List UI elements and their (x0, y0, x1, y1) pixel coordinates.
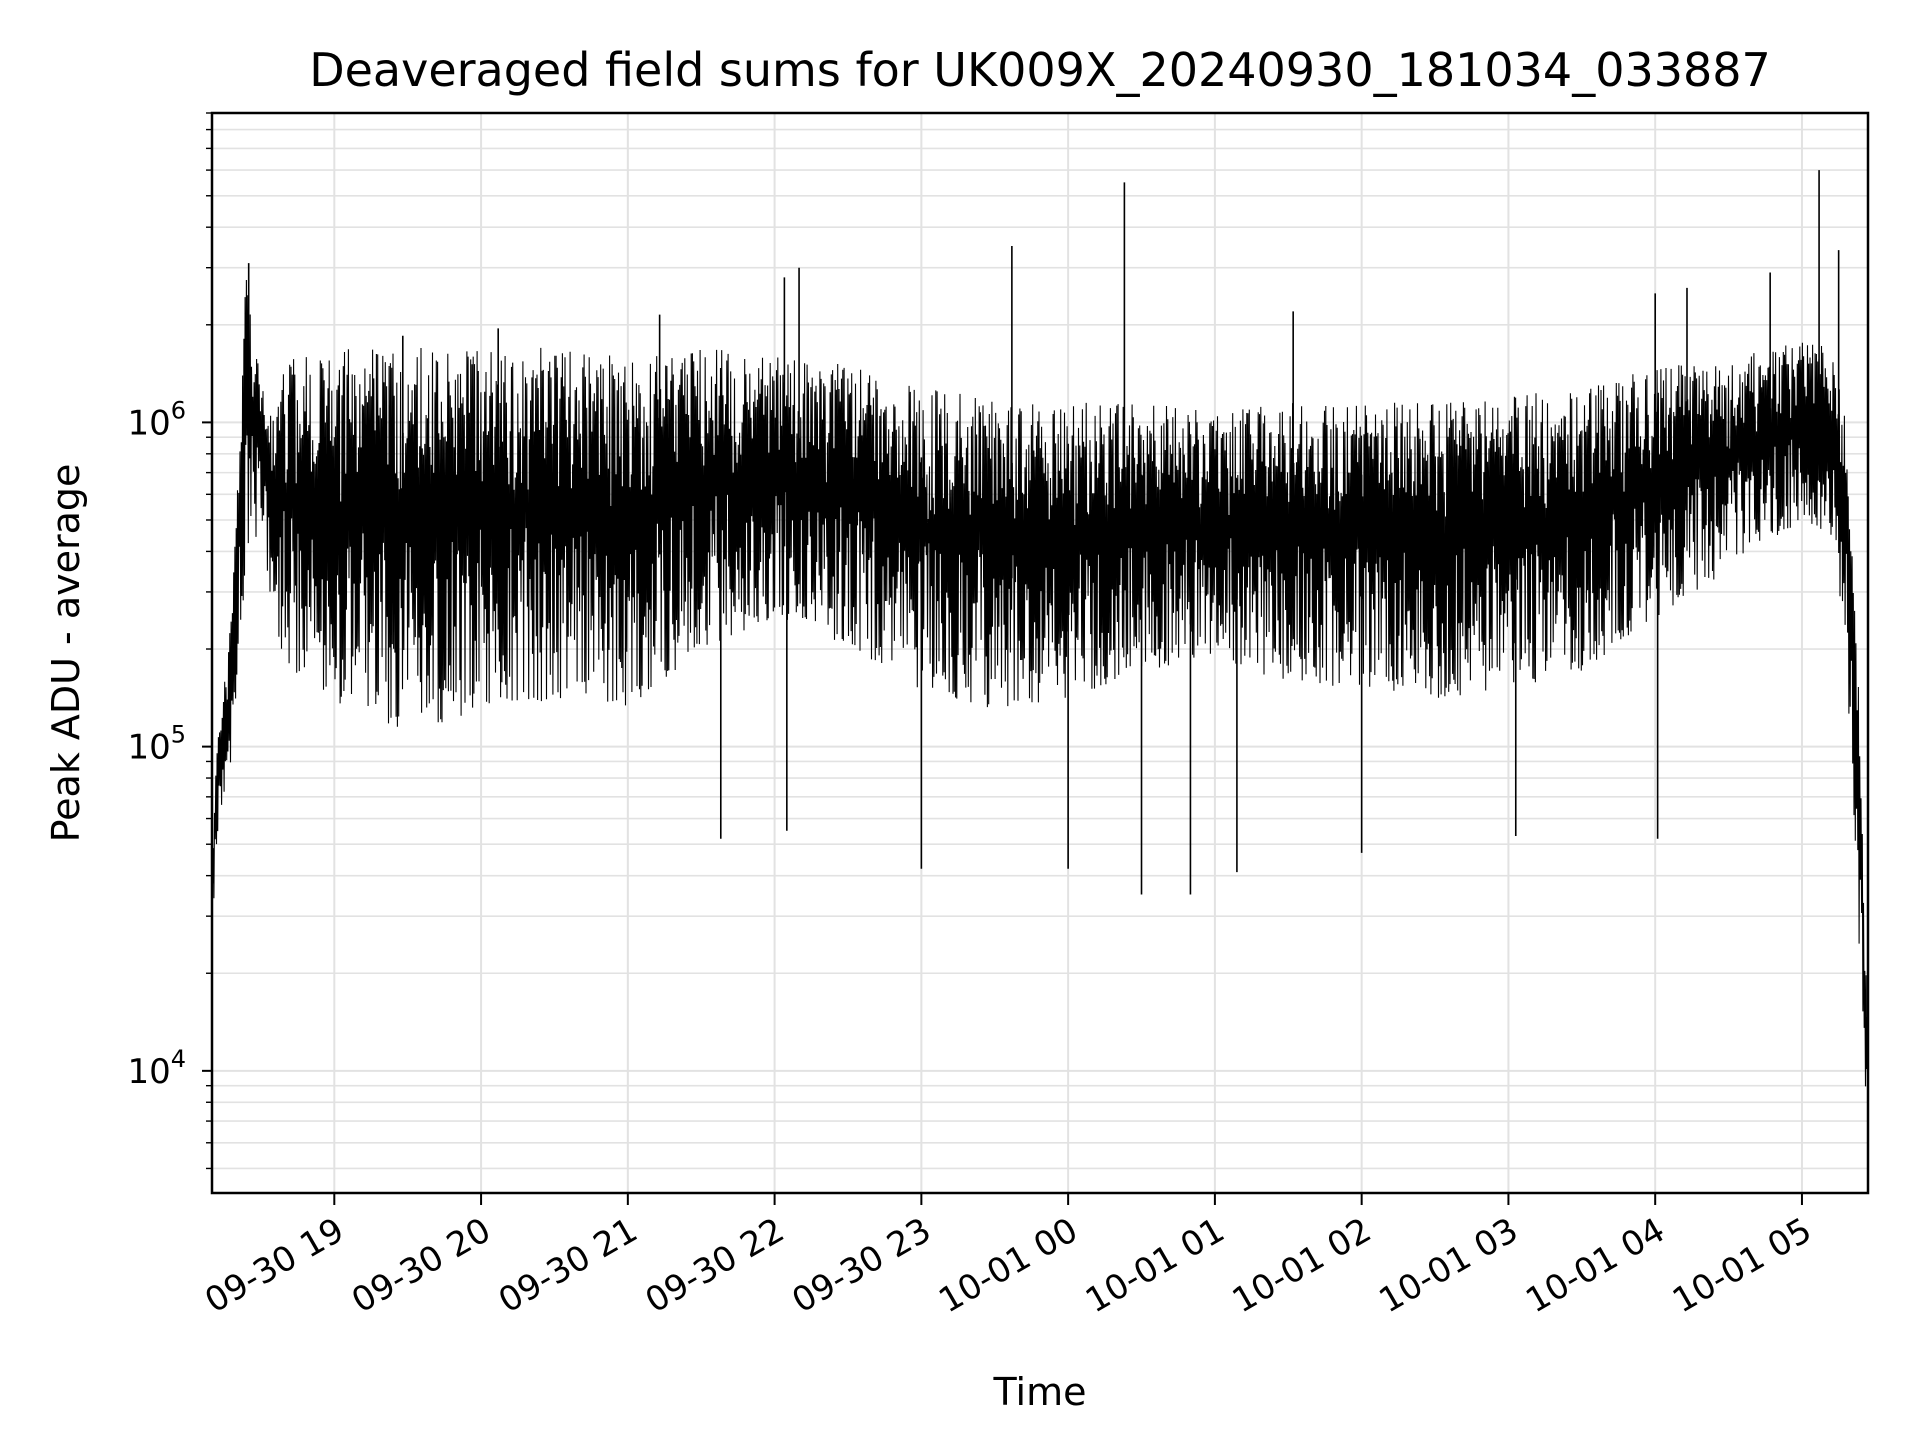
x-tick-label: 09-30 22 (639, 1210, 791, 1321)
y-tick-label: 105 (127, 721, 186, 768)
y-axis-label: Peak ADU - average (44, 464, 88, 843)
x-axis-label: Time (993, 1370, 1087, 1414)
series-path (211, 279, 1869, 1141)
x-tick-label: 09-30 19 (198, 1210, 350, 1321)
y-tick-label: 104 (127, 1045, 186, 1092)
grid (212, 112, 1868, 1193)
x-tick-label: 10-01 04 (1519, 1210, 1671, 1321)
x-tick-label: 09-30 20 (345, 1210, 497, 1321)
y-tick-label: 106 (127, 396, 186, 443)
x-tick-label: 10-01 02 (1226, 1210, 1378, 1321)
chart-title: Deaveraged field sums for UK009X_2024093… (309, 43, 1771, 97)
x-tick-label: 10-01 03 (1373, 1210, 1525, 1321)
x-tick-label: 10-01 05 (1666, 1210, 1818, 1321)
x-tick-label: 09-30 21 (492, 1210, 644, 1321)
series-line (211, 170, 1869, 1141)
x-tick-label: 10-01 01 (1079, 1210, 1231, 1321)
x-tick-label: 10-01 00 (932, 1210, 1084, 1321)
plot-frame (210, 111, 1870, 1195)
x-tick-label: 09-30 23 (785, 1210, 937, 1321)
